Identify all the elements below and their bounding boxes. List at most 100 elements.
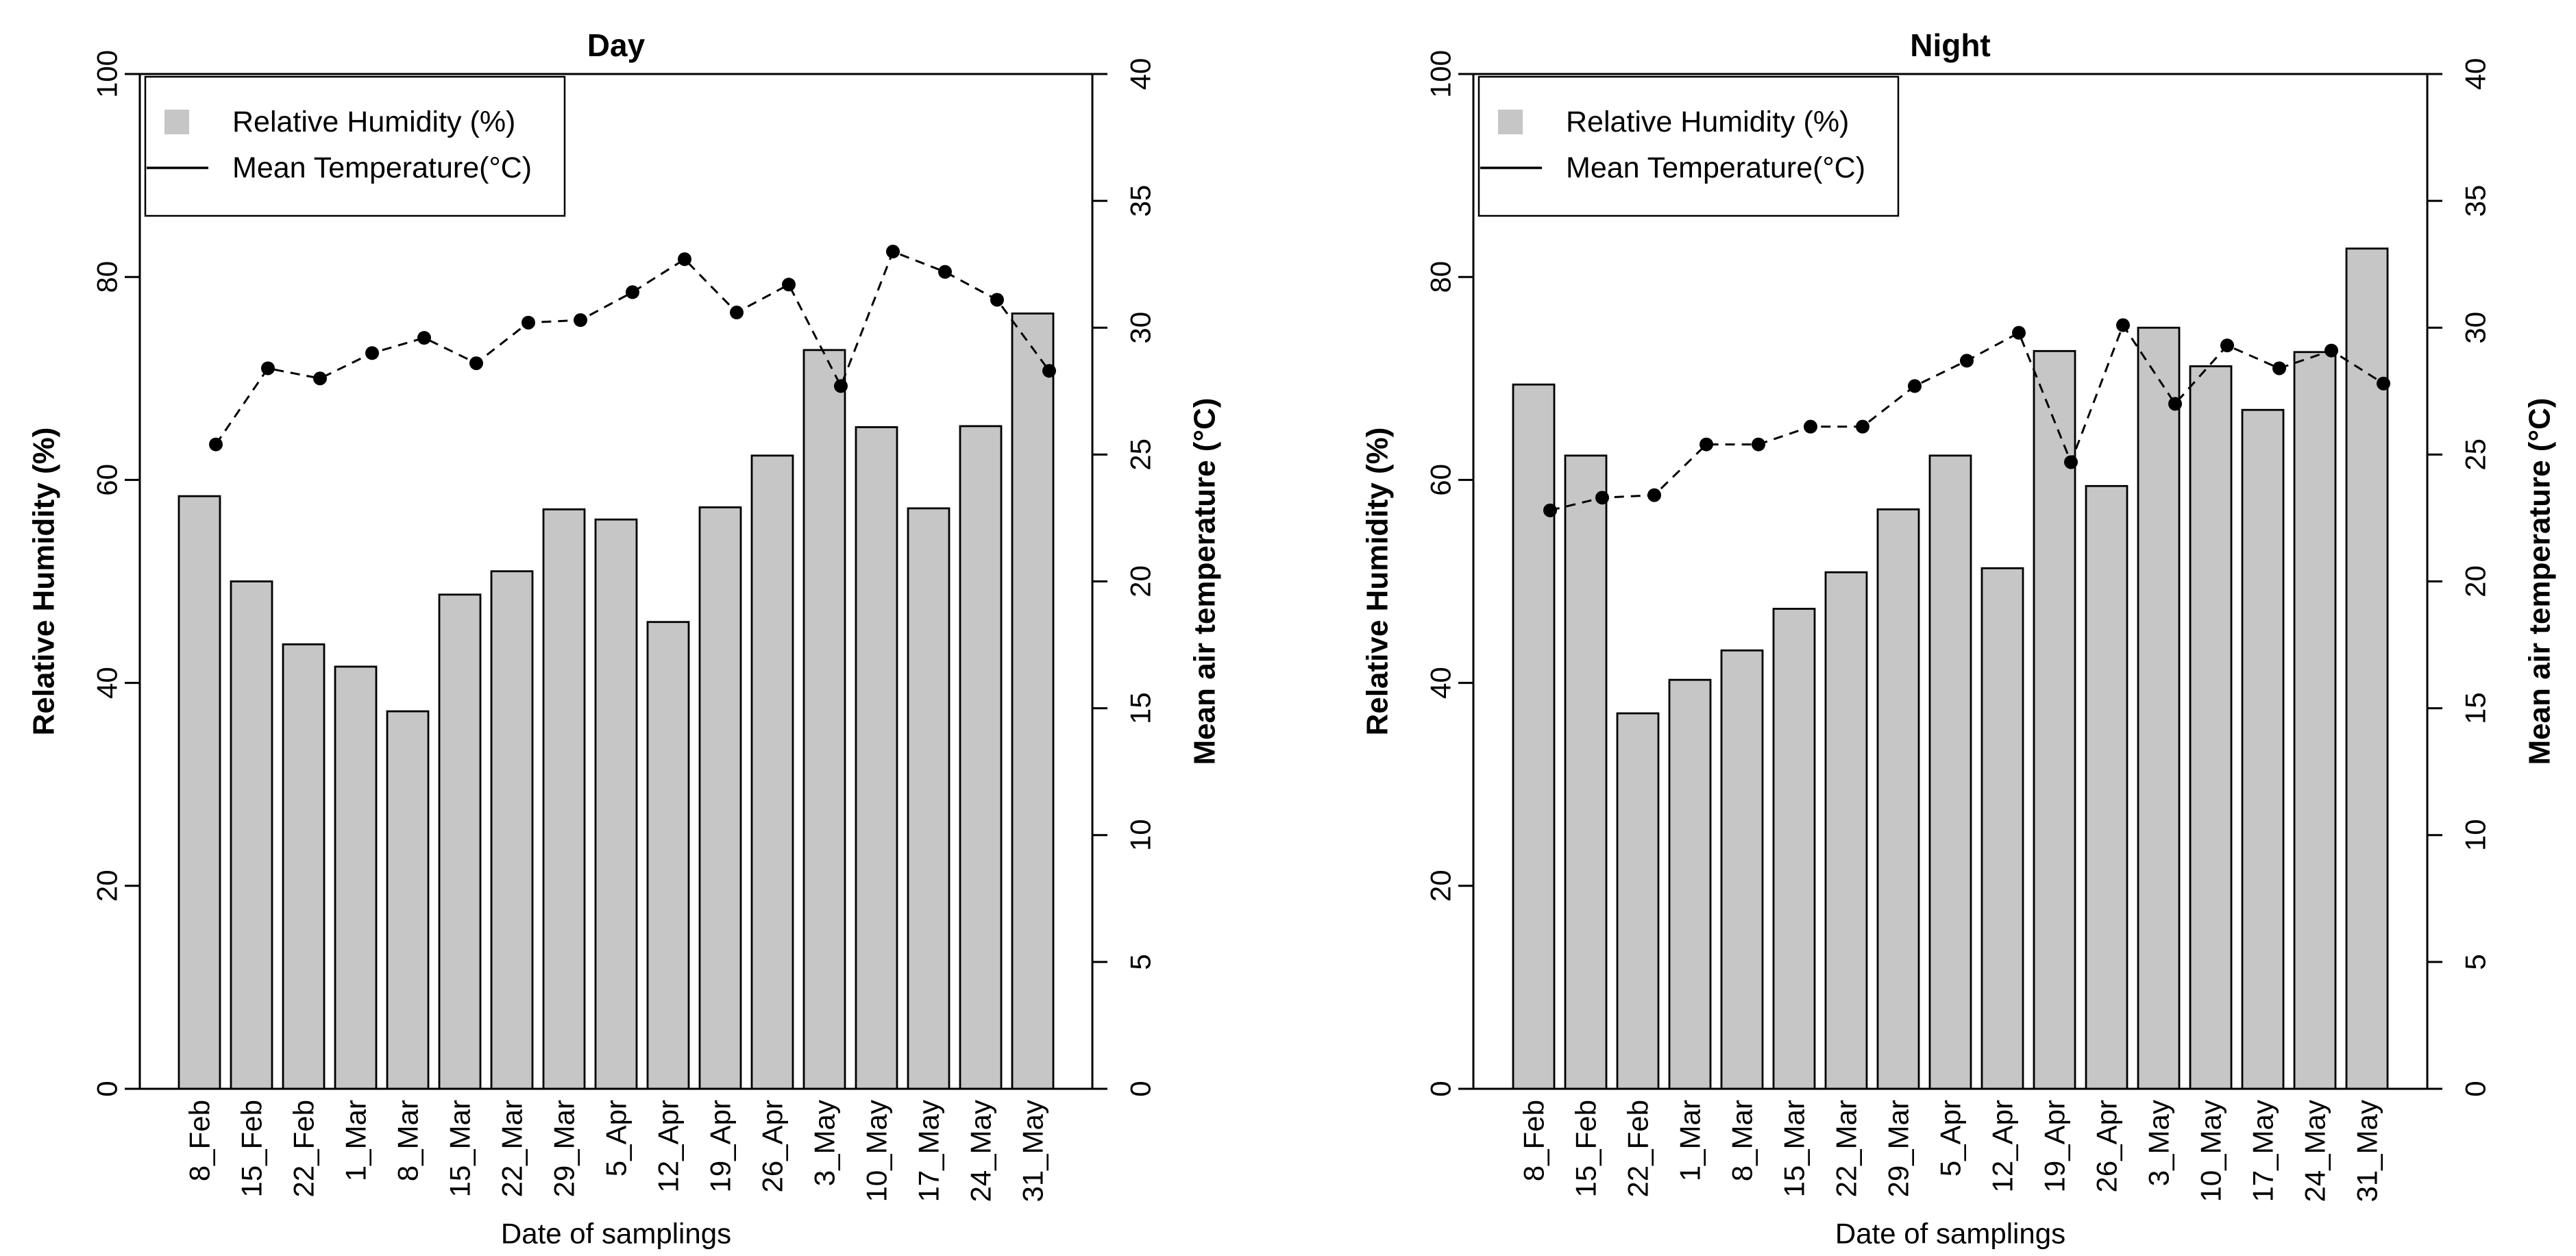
temperature-point <box>2116 318 2130 332</box>
humidity-bar <box>1668 678 1712 1090</box>
humidity-bar <box>177 495 221 1090</box>
temperature-point <box>1856 419 1869 434</box>
temperature-point <box>938 264 952 279</box>
x-tick-label: 19_Apr <box>704 1100 737 1192</box>
humidity-bar <box>386 710 430 1090</box>
right-tick-label: 30 <box>1125 312 1157 344</box>
humidity-bar <box>1011 312 1055 1090</box>
x-tick-label: 5_Apr <box>1935 1100 1967 1177</box>
x-tick-label: 22_Mar <box>496 1100 528 1197</box>
x-tick-label: 15_Feb <box>236 1100 268 1197</box>
left-axis: 0 20 40 60 80 100 <box>1425 50 1473 1097</box>
right-tick-label: 40 <box>2460 58 2492 90</box>
left-axis-title: Relative Humidity (%) <box>27 428 61 736</box>
humidity-bar <box>438 593 482 1090</box>
humidity-bar <box>1616 712 1660 1090</box>
x-tick-label: 1_Mar <box>340 1100 372 1181</box>
temperature-point <box>990 293 1004 307</box>
temperature-point <box>417 331 431 345</box>
legend-box <box>144 75 566 217</box>
right-axis: 0 5 10 15 20 25 30 35 40 <box>1092 58 1157 1097</box>
right-tick-label: 0 <box>1125 1081 1157 1096</box>
x-tick-label: 26_Apr <box>2091 1100 2123 1192</box>
humidity-bar <box>542 508 586 1090</box>
temperature-point <box>1960 354 1974 368</box>
right-tick-label: 20 <box>1125 565 1157 598</box>
humidity-bar <box>1876 508 1920 1090</box>
left-tick-label: 20 <box>1425 870 1457 902</box>
right-axis-title: Mean air temperature (°C) <box>1188 398 1222 765</box>
right-tick-label: 25 <box>1125 439 1157 471</box>
x-tick-label: 29_Mar <box>548 1100 580 1197</box>
x-tick-label: 10_May <box>2195 1100 2227 1202</box>
legend-bar-swatch <box>164 110 189 134</box>
temperature-point <box>2220 338 2234 353</box>
left-tick-label: 0 <box>91 1081 123 1096</box>
right-axis: 0 5 10 15 20 25 30 35 40 <box>2427 58 2492 1097</box>
temperature-point <box>1595 491 1609 505</box>
x-axis-labels: 8_Feb 15_Feb 22_Feb 1_Mar 8_Mar 15_Mar 22_Mar 2… <box>1518 1100 2383 1202</box>
left-tick-label: 100 <box>91 50 123 98</box>
right-tick-label: 20 <box>2460 565 2492 598</box>
x-tick-label: 31_May <box>1017 1100 1049 1202</box>
humidity-bar <box>646 621 690 1090</box>
temperature-point <box>574 313 587 328</box>
right-tick-label: 40 <box>1125 58 1157 90</box>
temperature-points <box>209 245 1056 452</box>
temperature-point <box>626 285 639 299</box>
right-tick-label: 0 <box>2460 1081 2492 1096</box>
right-tick-label: 15 <box>1125 692 1157 724</box>
humidity-bar <box>2345 247 2389 1090</box>
right-axis-title: Mean air temperature (°C) <box>2523 398 2557 765</box>
x-tick-label: 10_May <box>861 1100 893 1202</box>
legend-box <box>1477 75 1900 217</box>
humidity-bar <box>750 454 794 1090</box>
left-axis-title: Relative Humidity (%) <box>1361 428 1395 736</box>
humidity-bar <box>959 425 1003 1090</box>
humidity-bars <box>177 312 1055 1090</box>
temperature-point <box>365 346 379 360</box>
left-tick-label: 0 <box>1425 1081 1457 1096</box>
right-tick-label: 15 <box>2460 692 2492 724</box>
x-tick-label: 5_Apr <box>600 1100 633 1177</box>
humidity-bar <box>2241 408 2285 1090</box>
humidity-bar <box>2293 351 2337 1090</box>
left-tick-label: 80 <box>91 261 123 293</box>
x-tick-label: 8_Mar <box>1726 1100 1758 1181</box>
humidity-bar <box>2137 326 2181 1090</box>
panel-day: Day 0 20 40 60 80 100 0 5 10 15 20 25 30 35 40 8_Feb 15_F… <box>27 27 1222 1250</box>
temperature-point <box>1752 437 1765 452</box>
x-tick-label: 8_Feb <box>1518 1100 1550 1181</box>
humidity-bar <box>1772 608 1816 1090</box>
humidity-bar <box>1720 649 1764 1090</box>
temperature-point <box>886 245 900 259</box>
x-tick-label: 17_May <box>913 1100 945 1202</box>
right-tick-label: 5 <box>1125 954 1157 970</box>
legend-label-temperature: Mean Temperature(°C) <box>1566 151 1865 184</box>
temperature-point <box>209 437 223 452</box>
x-tick-label: 22_Mar <box>1830 1100 1863 1197</box>
temperature-point <box>2168 397 2182 411</box>
humidity-bar <box>594 518 638 1090</box>
humidity-bar <box>855 426 898 1090</box>
x-tick-label: 26_Apr <box>757 1100 789 1192</box>
x-tick-label: 24_May <box>965 1100 997 1202</box>
temperature-point <box>1647 488 1661 502</box>
temperature-point <box>2012 325 2026 340</box>
temperature-point <box>1908 379 1922 393</box>
x-tick-label: 19_Apr <box>2039 1100 2071 1192</box>
temperature-point <box>1042 364 1056 378</box>
x-tick-label: 15_Mar <box>1778 1100 1811 1197</box>
temperature-point <box>782 278 796 292</box>
temperature-point <box>2377 376 2390 391</box>
x-tick-label: 1_Mar <box>1674 1100 1706 1181</box>
temperature-point <box>2324 343 2338 358</box>
temperature-point <box>522 315 535 330</box>
right-tick-label: 10 <box>2460 819 2492 851</box>
left-tick-label: 60 <box>1425 464 1457 496</box>
temperature-line <box>214 250 1051 445</box>
x-tick-label: 29_Mar <box>1882 1100 1915 1197</box>
right-tick-label: 10 <box>1125 819 1157 851</box>
humidity-bar <box>1980 567 2024 1090</box>
